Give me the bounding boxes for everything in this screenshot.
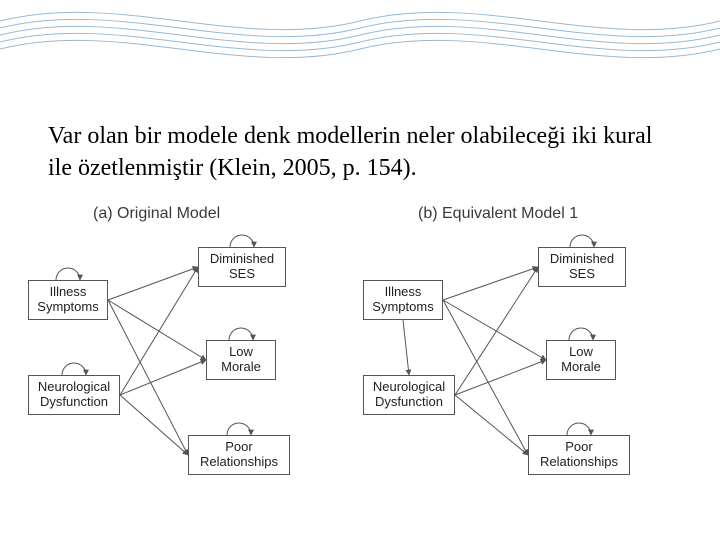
- node-b_ill: IllnessSymptoms: [363, 280, 443, 320]
- wave-decoration: [0, 0, 720, 70]
- node-b_neuro: NeurologicalDysfunction: [363, 375, 455, 415]
- node-a_poor: PoorRelationships: [188, 435, 290, 475]
- node-b_poor: PoorRelationships: [528, 435, 630, 475]
- diagram-area: (a) Original Model (b) Equivalent Model …: [28, 205, 688, 515]
- node-b_morale: LowMorale: [546, 340, 616, 380]
- node-b_ses: DiminishedSES: [538, 247, 626, 287]
- node-a_ill: IllnessSymptoms: [28, 280, 108, 320]
- body-paragraph: Var olan bir modele denk modellerin nele…: [48, 120, 668, 185]
- slide: Var olan bir modele denk modellerin nele…: [0, 0, 720, 540]
- node-a_ses: DiminishedSES: [198, 247, 286, 287]
- node-a_neuro: NeurologicalDysfunction: [28, 375, 120, 415]
- node-a_morale: LowMorale: [206, 340, 276, 380]
